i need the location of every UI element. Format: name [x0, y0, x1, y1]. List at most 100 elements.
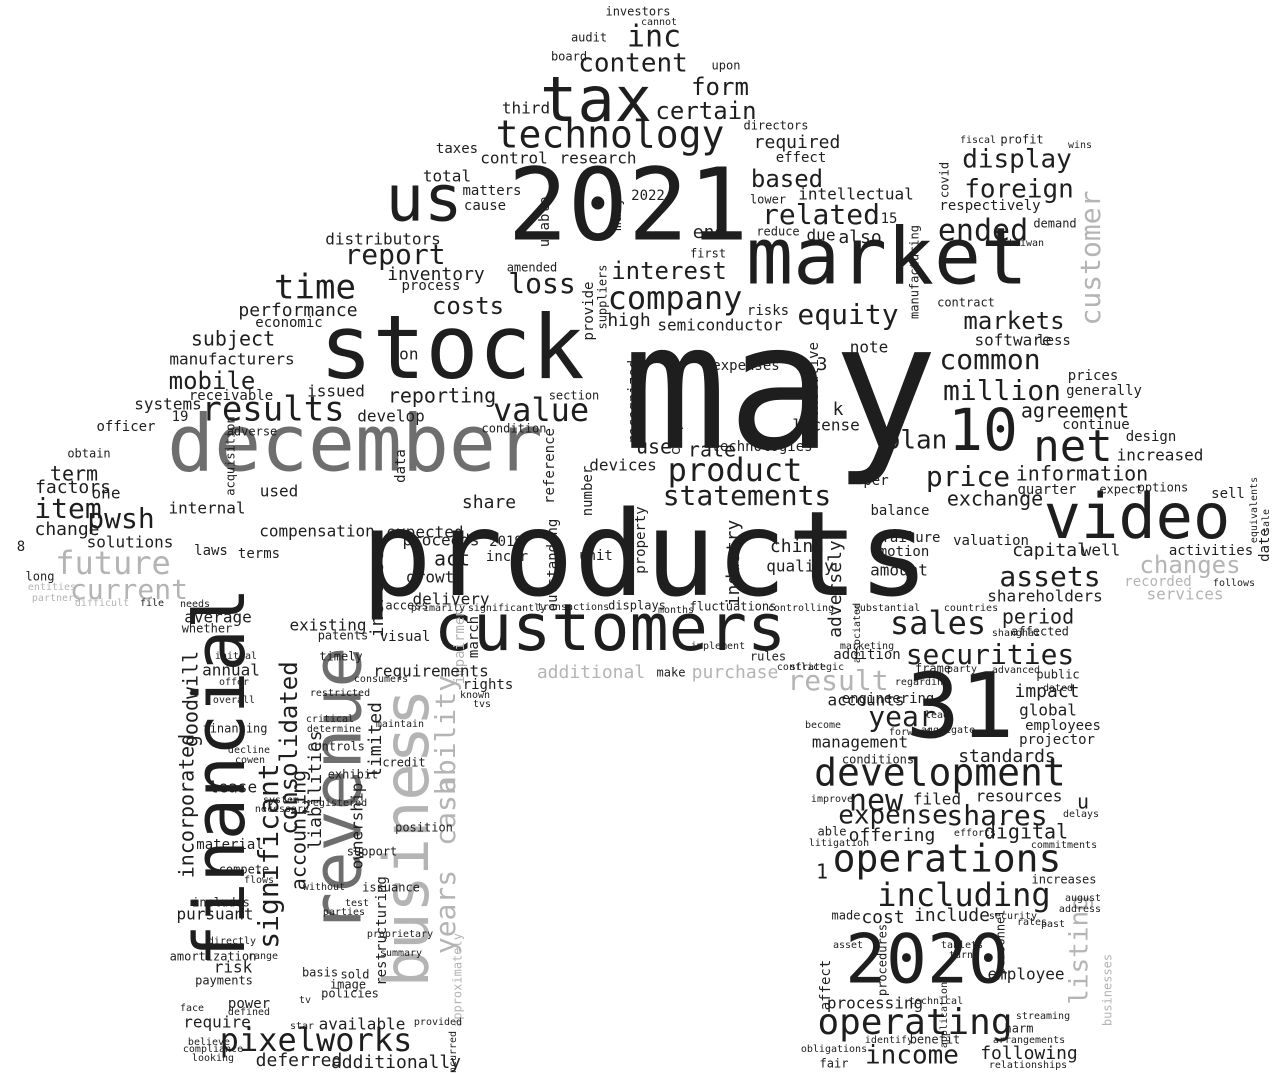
- word-employee: employee: [987, 965, 1064, 984]
- word-adversely: adversely: [825, 540, 846, 638]
- word-new: new: [849, 784, 904, 819]
- word-directors: directors: [743, 119, 808, 133]
- word-substantial: substantial: [854, 603, 920, 614]
- word-subject: subject: [191, 327, 275, 351]
- word-aggregate: aggregate: [921, 725, 975, 736]
- word-inc: inc: [627, 20, 681, 55]
- word-regarding: regarding: [895, 677, 949, 688]
- word-performance: performance: [238, 300, 357, 321]
- word-without: without: [303, 882, 345, 893]
- word-audit: audit: [571, 31, 607, 45]
- word-partners: partners: [32, 593, 80, 604]
- word-end: end: [693, 222, 726, 243]
- word-basis: basis: [302, 966, 338, 980]
- word-amortization: amortization: [170, 950, 257, 964]
- word-affected: affected: [1011, 625, 1069, 639]
- word-processing: processing: [827, 994, 923, 1013]
- word-growth: growth: [406, 568, 464, 587]
- word-identify: identify: [865, 1035, 913, 1046]
- word-agreement: agreement: [1021, 399, 1129, 423]
- word-restricted: restricted: [310, 688, 370, 699]
- word-known: known: [460, 690, 490, 701]
- word-third: third: [502, 99, 550, 118]
- word-implement: implement: [691, 641, 745, 652]
- word-addition: addition: [833, 647, 900, 663]
- word-make: make: [657, 666, 686, 680]
- word-additionally: additionally: [331, 1052, 461, 1073]
- word-motion: motion: [879, 544, 930, 560]
- word-report: report: [344, 238, 445, 271]
- word-tv: tv: [299, 995, 311, 1006]
- word-k: k: [833, 399, 844, 420]
- word-devices: devices: [589, 456, 656, 475]
- word-believe: believe: [188, 1037, 230, 1048]
- word-party: party: [947, 664, 977, 675]
- word-operating: operating: [817, 1002, 1012, 1043]
- word-corporation: corporation: [668, 363, 684, 456]
- word-reference: reference: [542, 428, 558, 504]
- word-value: value: [493, 391, 589, 429]
- word-reporting: reporting: [388, 384, 496, 408]
- word-deferred: deferred: [256, 1050, 343, 1071]
- word-countries: countries: [944, 603, 998, 614]
- word-non: non: [390, 345, 419, 364]
- word-2022: 2022: [631, 188, 665, 204]
- word-factors: factors: [35, 477, 111, 498]
- word-generally: generally: [1066, 383, 1142, 399]
- word-also: also: [838, 227, 881, 248]
- word-follows: follows: [1213, 578, 1255, 589]
- word-parties: parties: [323, 907, 365, 918]
- word-prices: prices: [1068, 368, 1119, 384]
- word-securities: securities: [906, 638, 1075, 671]
- word-requirements: requirements: [373, 662, 489, 681]
- word-visual: visual: [380, 629, 431, 645]
- word-3: 3: [817, 354, 828, 375]
- word-offering: offering: [849, 825, 936, 846]
- word-cowen: cowen: [235, 755, 265, 766]
- word-content: content: [578, 49, 688, 79]
- word-test: test: [345, 898, 369, 909]
- word-material: material: [196, 837, 263, 853]
- word-available: available: [319, 1015, 406, 1034]
- word-security: security: [989, 911, 1037, 922]
- word-contract: contract: [937, 296, 995, 310]
- word-economic: economic: [255, 315, 322, 331]
- word-31: 31: [906, 654, 1014, 759]
- word-rates: rates: [1017, 917, 1047, 928]
- word-purchase: purchase: [692, 662, 779, 683]
- word-net: net: [1033, 421, 1112, 472]
- word-tax: tax: [540, 63, 652, 136]
- word-able: able: [818, 825, 847, 839]
- word-ability: ability: [429, 675, 462, 793]
- word-products: products: [361, 485, 929, 623]
- word-listing: listing: [1065, 895, 1095, 1005]
- word-revenue: revenue: [299, 647, 378, 934]
- word-business: business: [370, 689, 443, 988]
- word-increases: increases: [1031, 873, 1096, 887]
- word-streaming: streaming: [1016, 1011, 1070, 1022]
- word-matters: matters: [462, 183, 521, 199]
- word-benefit: benefit: [910, 1033, 961, 1047]
- word-future: future: [55, 544, 171, 582]
- word-income: income: [865, 1041, 959, 1071]
- word-frame: frame: [915, 662, 951, 676]
- word-related: related: [762, 198, 880, 231]
- word-fiscal: fiscal: [960, 135, 996, 146]
- word-costs: costs: [432, 292, 504, 320]
- word-sell: sell: [1211, 486, 1245, 502]
- word-rights: rights: [463, 677, 514, 693]
- word-tvs: tvs: [473, 699, 491, 710]
- word-goodwill: goodwill: [179, 651, 203, 747]
- word-customer: customer: [1074, 191, 1107, 326]
- word-development: development: [814, 751, 1066, 795]
- word-applications: applications: [939, 976, 950, 1048]
- word-use: use: [636, 435, 672, 459]
- word-recorded: recorded: [1124, 574, 1191, 590]
- word-sales: sales: [890, 604, 986, 642]
- word-obtain: obtain: [67, 447, 110, 461]
- word-forward: forward: [889, 727, 931, 738]
- word-officer: officer: [96, 419, 155, 435]
- word-unit: unit: [579, 548, 613, 564]
- word-entities: entities: [28, 582, 76, 593]
- word-cost: cost: [861, 907, 904, 928]
